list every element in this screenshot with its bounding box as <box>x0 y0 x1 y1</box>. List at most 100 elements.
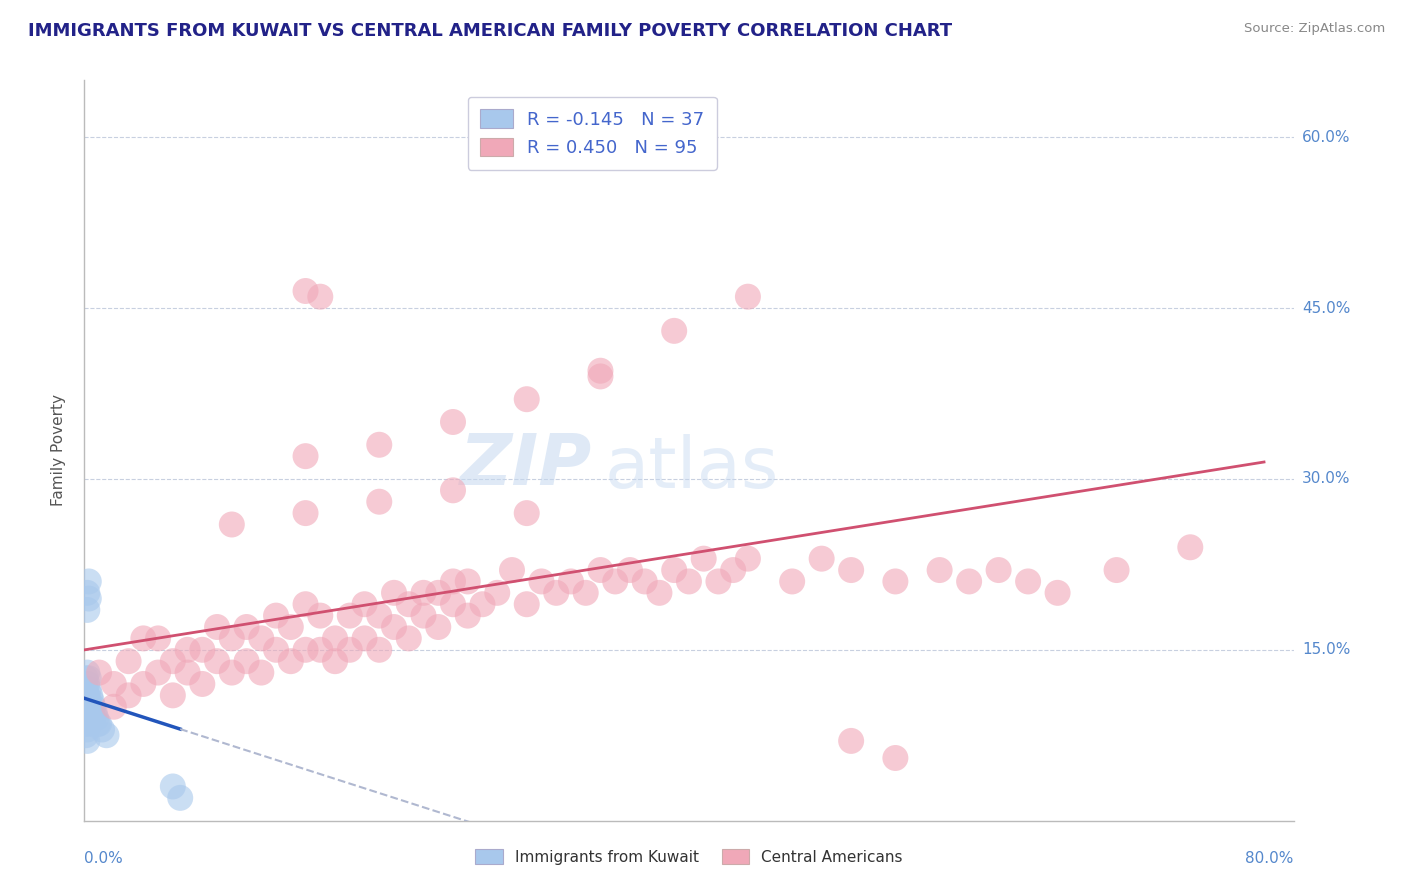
Text: ZIP: ZIP <box>460 431 592 500</box>
Point <box>353 597 375 611</box>
Point <box>368 494 391 508</box>
Point <box>692 551 714 566</box>
Point <box>339 642 361 657</box>
Point <box>82 699 104 714</box>
Point <box>457 608 479 623</box>
Point <box>77 671 100 685</box>
Point <box>353 632 375 646</box>
Point <box>928 563 950 577</box>
Point <box>530 574 553 589</box>
Point <box>412 586 434 600</box>
Point <box>79 699 101 714</box>
Point <box>810 551 832 566</box>
Point <box>884 751 907 765</box>
Point <box>323 654 346 668</box>
Point <box>205 620 228 634</box>
Point <box>103 699 125 714</box>
Point <box>77 574 100 589</box>
Point <box>87 716 110 731</box>
Point <box>235 654 257 668</box>
Point <box>76 699 98 714</box>
Point <box>76 734 98 748</box>
Legend: Immigrants from Kuwait, Central Americans: Immigrants from Kuwait, Central American… <box>467 841 911 872</box>
Point <box>368 642 391 657</box>
Text: 30.0%: 30.0% <box>1302 472 1350 486</box>
Point <box>76 677 98 691</box>
Text: 60.0%: 60.0% <box>1302 129 1350 145</box>
Point <box>221 632 243 646</box>
Point <box>575 586 598 600</box>
Point <box>79 711 101 725</box>
Point <box>987 563 1010 577</box>
Point <box>516 506 538 520</box>
Point <box>75 706 97 720</box>
Point <box>250 632 273 646</box>
Point <box>294 597 316 611</box>
Point <box>398 632 420 646</box>
Point <box>589 369 612 384</box>
Point <box>780 574 803 589</box>
Point <box>664 563 686 577</box>
Point <box>309 608 332 623</box>
Point <box>412 608 434 623</box>
Point <box>382 586 405 600</box>
Point <box>457 574 479 589</box>
Point <box>103 677 125 691</box>
Point <box>264 608 287 623</box>
Point <box>486 586 509 600</box>
Point <box>264 642 287 657</box>
Point <box>516 392 538 407</box>
Point <box>76 689 98 703</box>
Point <box>80 694 103 708</box>
Point <box>76 711 98 725</box>
Point <box>76 665 98 680</box>
Text: Source: ZipAtlas.com: Source: ZipAtlas.com <box>1244 22 1385 36</box>
Point <box>87 665 110 680</box>
Point <box>441 574 464 589</box>
Point <box>96 728 118 742</box>
Point <box>1017 574 1039 589</box>
Text: IMMIGRANTS FROM KUWAIT VS CENTRAL AMERICAN FAMILY POVERTY CORRELATION CHART: IMMIGRANTS FROM KUWAIT VS CENTRAL AMERIC… <box>28 22 952 40</box>
Point <box>117 689 139 703</box>
Point <box>339 608 361 623</box>
Point <box>76 723 98 737</box>
Point <box>75 682 97 697</box>
Point <box>721 563 744 577</box>
Point <box>250 665 273 680</box>
Point <box>146 632 169 646</box>
Point <box>235 620 257 634</box>
Point <box>1105 563 1128 577</box>
Point <box>280 620 302 634</box>
Point <box>77 716 100 731</box>
Point <box>75 728 97 742</box>
Text: 80.0%: 80.0% <box>1246 851 1294 866</box>
Point <box>398 597 420 611</box>
Point <box>441 483 464 498</box>
Point <box>146 665 169 680</box>
Point <box>221 517 243 532</box>
Point <box>77 706 100 720</box>
Point <box>441 597 464 611</box>
Point <box>368 608 391 623</box>
Point <box>162 654 184 668</box>
Point <box>132 632 155 646</box>
Point <box>117 654 139 668</box>
Point <box>294 642 316 657</box>
Point <box>737 551 759 566</box>
Point <box>664 324 686 338</box>
Point <box>368 438 391 452</box>
Point <box>91 723 114 737</box>
Text: atlas: atlas <box>605 434 779 503</box>
Point <box>169 790 191 805</box>
Point <box>76 603 98 617</box>
Point <box>737 290 759 304</box>
Point <box>648 586 671 600</box>
Point <box>323 632 346 646</box>
Point <box>132 677 155 691</box>
Point <box>707 574 730 589</box>
Point <box>884 574 907 589</box>
Point <box>84 711 107 725</box>
Point <box>589 364 612 378</box>
Point <box>75 694 97 708</box>
Point <box>427 620 450 634</box>
